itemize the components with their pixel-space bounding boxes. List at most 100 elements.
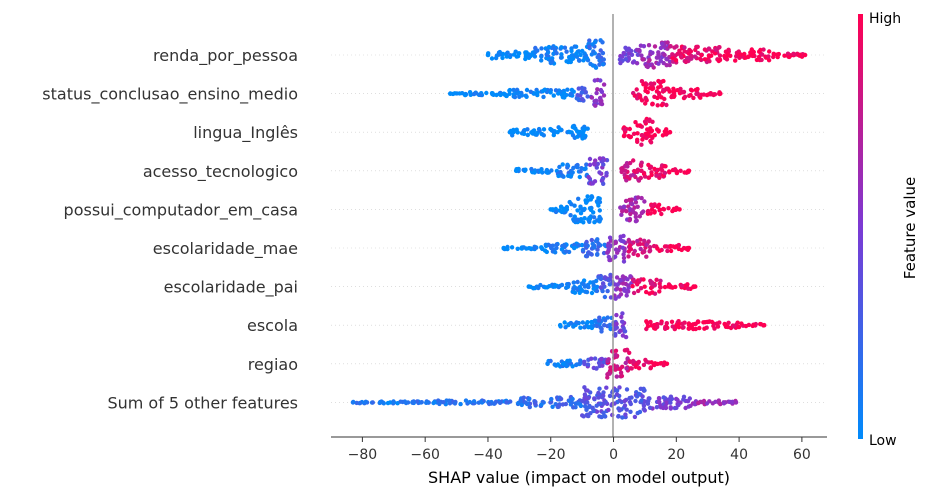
shap-point [686,286,691,291]
shap-point [498,92,503,98]
shap-point [595,87,600,92]
shap-point [596,390,601,396]
shap-point [497,400,503,405]
shap-point [702,47,708,52]
shap-point [635,282,640,287]
shap-point [595,284,600,290]
shap-point [584,254,590,259]
shap-point [625,174,630,179]
shap-point [517,94,522,100]
shap-point [546,44,552,50]
shap-point [619,166,624,171]
shap-point [739,321,744,326]
shap-point [568,91,573,97]
shap-point [688,49,694,54]
shap-point [577,174,582,180]
shap-point [556,173,561,179]
shap-point [638,286,644,291]
shap-point [613,367,618,372]
shap-point [552,284,558,289]
shap-point [562,320,567,325]
feature-row: acesso_tecnologico [143,156,827,186]
shap-point [686,326,692,331]
shap-point [636,195,641,200]
shap-point [647,118,652,124]
shap-point [528,89,533,95]
shap-point [716,398,721,403]
feature-row: escolaridade_mae [153,233,827,264]
shap-point [592,78,597,83]
shap-point [647,405,653,410]
shap-point [591,408,596,414]
x-tick-label: 20 [667,447,685,463]
shap-point [564,249,569,254]
shap-point [502,92,507,97]
shap-point [630,208,635,213]
feature-row: status_conclusao_ensino_medio [42,77,827,108]
shap-point [591,215,597,220]
shap-point [580,136,585,141]
shap-point [565,87,570,92]
shap-point [591,49,596,54]
shap-point [533,402,538,407]
shap-point [597,58,602,63]
shap-point [637,214,642,219]
shap-point [782,53,787,58]
shap-point [552,362,557,367]
shap-point [587,162,593,167]
shap-point [623,412,628,417]
shap-point [363,399,368,404]
shap-point [550,59,555,64]
shap-point [708,92,714,97]
shap-point [694,91,699,97]
shap-point [606,246,611,251]
shap-point [507,129,513,135]
shap-point [647,245,653,250]
shap-point [543,242,548,247]
shap-point [614,312,619,318]
shap-point [588,197,593,202]
shap-point [659,102,665,108]
shap-point [624,178,629,183]
shap-point [622,127,628,132]
shap-point [632,168,637,174]
shap-point [567,398,572,404]
shap-point [635,139,640,144]
shap-point [538,169,543,174]
shap-point [718,91,723,96]
shap-point [582,127,587,132]
shap-point [652,44,658,49]
shap-point [586,413,591,419]
shap-point [568,321,573,326]
shap-point [631,131,637,136]
shap-point [645,90,650,95]
shap-point [551,132,556,138]
shap-point [618,287,623,292]
shap-point [507,88,512,93]
shap-point [602,318,608,323]
shap-point [598,401,603,407]
shap-point [590,241,595,246]
shap-point [621,252,626,257]
shap-point [515,54,521,59]
shap-point [593,98,599,103]
shap-point [589,356,594,361]
shap-point [639,98,645,103]
shap-point [787,54,792,60]
shap-point [631,251,636,256]
shap-point [641,362,647,368]
feature-row: possui_computador_em_casa [64,194,827,225]
shap-point [625,277,630,282]
shap-point [621,259,627,264]
shap-point [699,52,704,58]
shap-point [677,207,682,212]
shap-point [695,86,700,92]
shap-point [504,400,509,405]
shap-point [650,101,655,107]
shap-point [705,319,710,325]
shap-point [584,162,589,167]
shap-point [766,54,771,59]
shap-point [617,407,622,412]
shap-point [583,198,588,203]
shap-point [556,404,561,409]
